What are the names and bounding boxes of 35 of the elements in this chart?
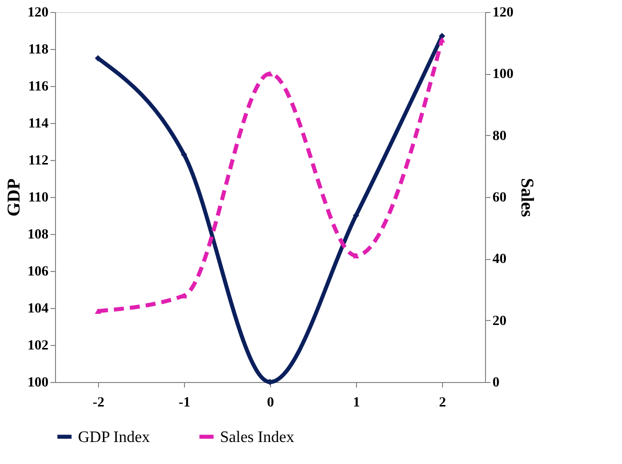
x-tick-label: 0 xyxy=(267,396,274,410)
y2-tick-label: 80 xyxy=(492,128,506,144)
y-tick-label: 110 xyxy=(28,190,48,206)
y-tick-label: 102 xyxy=(28,338,48,354)
x-tick-label: -2 xyxy=(92,396,104,410)
x-tick-label: 1 xyxy=(353,396,360,410)
y2-axis-title: Sales xyxy=(518,178,538,218)
y2-tick-label: 0 xyxy=(492,376,500,390)
y2-tick-label: 60 xyxy=(492,190,506,206)
x-tick-label: 2 xyxy=(439,396,446,410)
y-tick-label: 112 xyxy=(28,154,48,168)
legend-label: GDP Index xyxy=(78,428,150,446)
y2-tick-label: 20 xyxy=(492,314,506,329)
y-tick-label: 106 xyxy=(28,264,48,280)
point xyxy=(94,55,102,62)
y-tick-label: 104 xyxy=(28,302,48,316)
point xyxy=(352,252,360,258)
y-tick-label: 120 xyxy=(28,6,48,20)
point xyxy=(438,37,446,42)
y-tick-label: 118 xyxy=(28,42,48,58)
y2-tick-label: 100 xyxy=(492,67,514,82)
y-tick-label: 116 xyxy=(28,80,48,94)
legend-label: Sales Index xyxy=(220,428,294,446)
point xyxy=(180,292,188,298)
y2-tick-label: 120 xyxy=(492,6,514,20)
point xyxy=(266,70,274,76)
y-axis-title: GDP xyxy=(4,178,24,216)
y-tick-label: 108 xyxy=(28,228,48,242)
y2-tick-label: 40 xyxy=(492,252,506,268)
y-tick-label: 100 xyxy=(28,376,48,390)
point xyxy=(180,151,188,158)
point xyxy=(352,212,360,219)
x-tick-label: -1 xyxy=(178,396,190,410)
point xyxy=(94,308,102,314)
y-tick-label: 114 xyxy=(28,116,48,132)
